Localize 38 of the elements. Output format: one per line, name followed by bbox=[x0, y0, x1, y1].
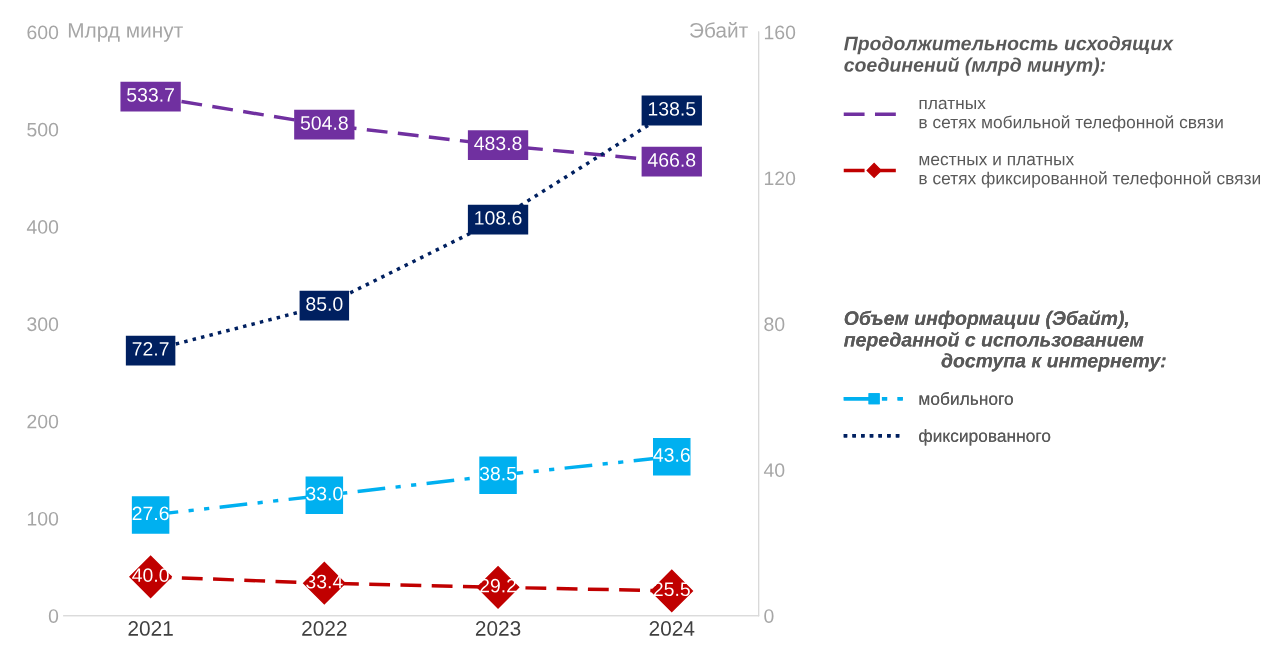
y-tick-label: 400 bbox=[26, 220, 59, 234]
data-label: 466.8 bbox=[647, 153, 696, 167]
legend-label: фиксированного bbox=[919, 429, 1051, 446]
x-tick-label: 2021 bbox=[128, 621, 173, 636]
data-label: 504.8 bbox=[300, 116, 348, 130]
y-tick-label: 500 bbox=[27, 122, 59, 137]
data-label: 33.0 bbox=[306, 486, 343, 501]
y-axis-title: Млрд минут bbox=[68, 23, 183, 42]
y-tick-label: 300 bbox=[27, 317, 59, 332]
data-label: 29.2 bbox=[480, 578, 516, 593]
x-tick-label: 2024 bbox=[649, 621, 695, 636]
legend-label: платных в сетях мобильной телефонной связи bbox=[919, 99, 1223, 132]
y-tick-label: 600 bbox=[27, 25, 59, 40]
data-label: 138.5 bbox=[648, 101, 696, 116]
data-label: 72.7 bbox=[132, 341, 169, 356]
y2-tick-label: 160 bbox=[764, 25, 796, 40]
data-label: 108.6 bbox=[475, 211, 522, 225]
x-tick-label: 2023 bbox=[475, 621, 521, 636]
data-label: 38.5 bbox=[479, 466, 517, 481]
legend-label: мобильного bbox=[919, 392, 1013, 405]
data-label: 40.0 bbox=[132, 568, 169, 583]
text: Объем информации (Эбайт), переданной с использованием доступа к интернету: bbox=[844, 310, 1166, 372]
y2-axis-title: Эбайт bbox=[690, 22, 748, 38]
y-tick-label: 200 bbox=[27, 414, 59, 429]
data-label: 533.7 bbox=[127, 88, 174, 102]
data-label: 483.8 bbox=[474, 136, 522, 151]
y2-tick-label: 80 bbox=[764, 317, 785, 332]
data-label: 43.6 bbox=[653, 448, 690, 462]
x-tick-label: 2022 bbox=[302, 621, 347, 636]
data-label: 27.6 bbox=[132, 506, 169, 521]
y-tick-label: 100 bbox=[27, 511, 59, 526]
y2-tick-label: 120 bbox=[764, 171, 796, 186]
legend-label: местных и платных в сетях фиксированной телефонной связи bbox=[919, 155, 1261, 188]
y2-tick-label: 0 bbox=[764, 609, 774, 623]
y-tick-label: 0 bbox=[48, 609, 59, 623]
y2-tick-label: 40 bbox=[763, 463, 785, 478]
data-label: 85.0 bbox=[306, 297, 343, 311]
text: Продолжительность исходящих соединений (млрд минут): bbox=[844, 36, 1174, 76]
